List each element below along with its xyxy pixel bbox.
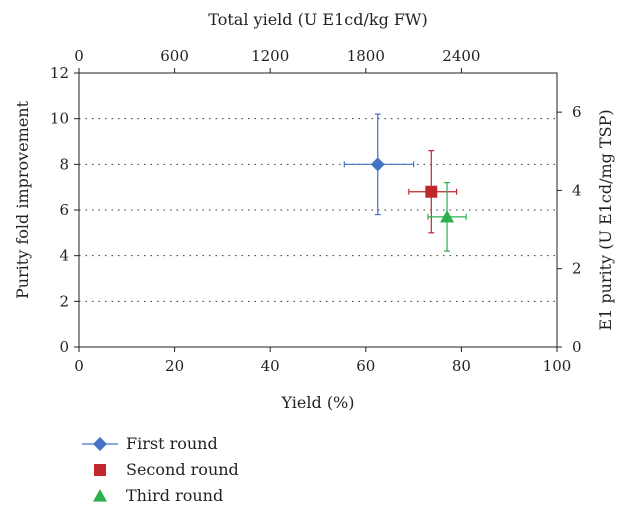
x-tick-label: 80 xyxy=(452,357,471,375)
y-tick-label: 2 xyxy=(59,292,69,310)
top-x-tick-label: 600 xyxy=(160,47,189,65)
x-axis-title: Yield (%) xyxy=(281,393,355,412)
y-tick-label: 8 xyxy=(59,155,69,173)
right-y-tick-label: 6 xyxy=(572,103,582,121)
y-tick-label: 4 xyxy=(59,247,69,265)
top-x-tick-label: 0 xyxy=(74,47,84,65)
legend-marker xyxy=(94,464,106,476)
data-point xyxy=(425,186,437,198)
data-point xyxy=(371,157,385,171)
legend-marker xyxy=(93,437,107,451)
gridlines xyxy=(79,119,557,302)
legend-marker xyxy=(93,489,107,502)
data-series xyxy=(344,114,466,251)
top-x-tick-label: 1800 xyxy=(347,47,385,65)
legend-item: First round xyxy=(82,434,218,453)
y-tick-label: 10 xyxy=(50,110,69,128)
data-point xyxy=(440,210,454,223)
top-x-tick-label: 2400 xyxy=(442,47,480,65)
legend-label: First round xyxy=(126,434,218,453)
series-first-round xyxy=(344,114,413,214)
legend: First round Second round Third round xyxy=(82,434,239,505)
x-tick-label: 0 xyxy=(74,357,84,375)
legend-label: Second round xyxy=(126,460,239,479)
legend-label: Third round xyxy=(126,486,223,505)
right-y-tick-label: 0 xyxy=(572,338,582,356)
y-tick-label: 6 xyxy=(59,201,69,219)
right-y-tick-label: 2 xyxy=(572,260,582,278)
top-x-axis-title: Total yield (U E1cd/kg FW) xyxy=(208,10,427,29)
y-axis-title: Purity fold improvement xyxy=(13,100,32,299)
right-y-axis-title: E1 purity (U E1cd/mg TSP) xyxy=(596,109,615,330)
legend-item: Second round xyxy=(94,460,239,479)
x-tick-label: 60 xyxy=(356,357,375,375)
top-x-tick-label: 1200 xyxy=(251,47,289,65)
x-tick-label: 20 xyxy=(165,357,184,375)
y-tick-label: 12 xyxy=(50,64,69,82)
x-tick-label: 100 xyxy=(543,357,572,375)
right-y-tick-label: 4 xyxy=(572,181,582,199)
legend-item: Third round xyxy=(93,486,223,505)
x-tick-label: 40 xyxy=(261,357,280,375)
y-tick-label: 0 xyxy=(59,338,69,356)
